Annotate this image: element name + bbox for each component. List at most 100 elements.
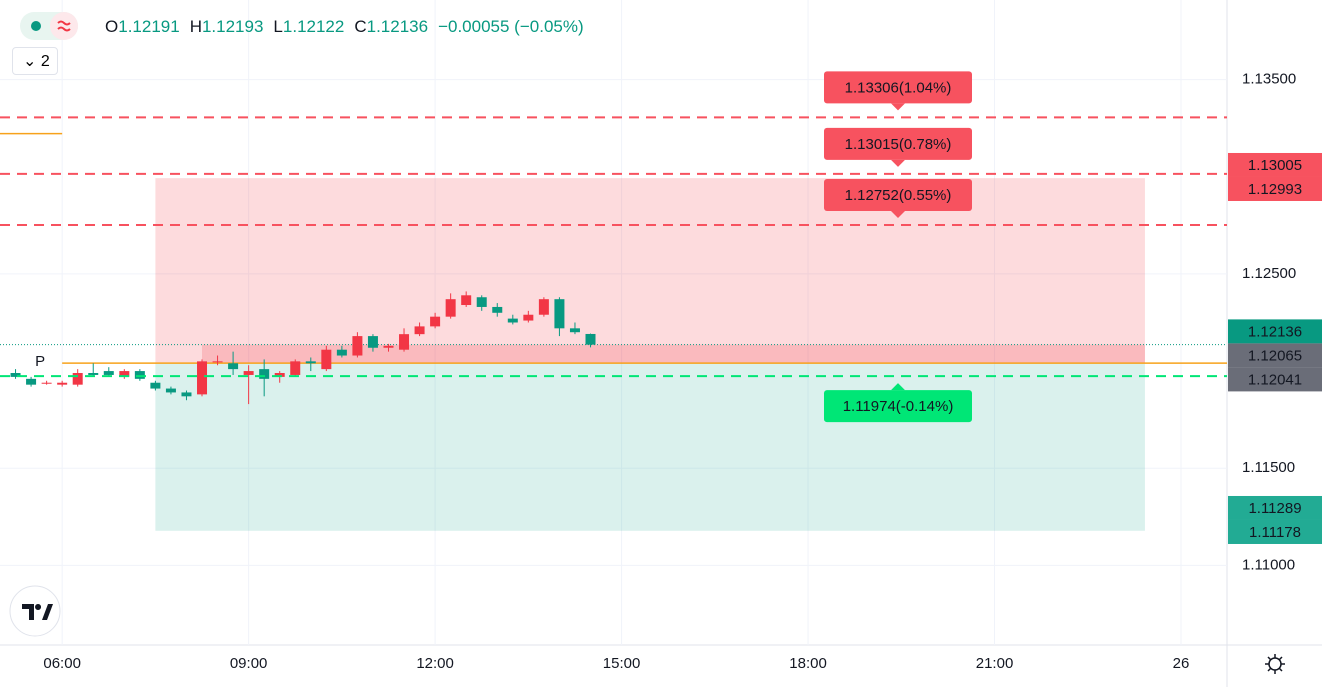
indicator-toggle[interactable]: ⌄ 2	[12, 47, 58, 75]
candle-body	[57, 382, 68, 385]
x-tick-label: 12:00	[416, 655, 454, 672]
x-tick-label: 15:00	[603, 655, 641, 672]
candle-body	[383, 345, 394, 348]
logo-bg	[9, 585, 61, 637]
order-label: 1.13015(0.78%)	[845, 136, 952, 153]
change: −0.00055 (−0.05%)	[438, 17, 584, 36]
candle-body	[181, 392, 192, 397]
x-tick-label: 09:00	[230, 655, 268, 672]
order-arrow	[891, 103, 905, 111]
candle-body	[352, 336, 363, 356]
candle-body	[321, 349, 332, 370]
candle-body	[336, 349, 347, 356]
order-box	[824, 127, 972, 160]
x-tick-label: 06:00	[43, 655, 81, 672]
visible-icon[interactable]	[31, 21, 41, 31]
candle-body	[492, 306, 503, 313]
candle-body	[507, 318, 518, 323]
order-label: 1.13306(1.04%)	[845, 79, 952, 96]
candle-body	[150, 382, 161, 389]
candle-body	[305, 361, 316, 364]
candle-body	[569, 328, 580, 333]
price-label-bg	[1228, 343, 1322, 368]
ohlc-label: C	[354, 17, 367, 36]
x-tick-label: 21:00	[976, 655, 1014, 672]
candle-body	[461, 295, 472, 306]
order-arrow	[891, 159, 905, 167]
open-pnl-zone	[202, 344, 1145, 364]
candle-body	[445, 299, 456, 317]
candle-body	[538, 299, 549, 315]
price-label-bg	[1228, 176, 1322, 201]
ohlc-label: O	[105, 17, 119, 36]
toggle-bg	[50, 12, 78, 40]
order-label: 1.12752(0.55%)	[845, 187, 952, 204]
ohlc-header: O1.12191 H1.12193 L1.12122 C1.12136 −0.00055…	[105, 17, 594, 37]
order-arrow	[891, 210, 905, 218]
order-label: 1.11974(-0.14%)	[843, 398, 954, 415]
x-tick-label: 26	[1173, 655, 1190, 672]
candle-body	[259, 369, 270, 379]
ohlc-value: 1.12193	[201, 17, 264, 36]
candle-body	[399, 334, 410, 350]
loss-zone	[155, 363, 1145, 531]
price-label: 1.11178	[1249, 524, 1301, 541]
logo[interactable]	[8, 584, 62, 638]
x-tick-label: 18:00	[789, 655, 827, 672]
candle-body	[10, 373, 21, 377]
y-tick-label: 1.11000	[1242, 556, 1295, 573]
candle-body	[228, 363, 239, 370]
ohlc-value: 1.12136	[366, 17, 429, 36]
candle-body	[212, 361, 223, 363]
candle-body	[41, 382, 52, 384]
price-label: 1.13005	[1248, 157, 1302, 174]
candle-body	[103, 371, 114, 375]
price-label-bg	[1228, 319, 1322, 344]
logo-mark	[22, 604, 53, 620]
indicator-count: 2	[40, 53, 50, 70]
price-label: 1.12136	[1248, 323, 1302, 340]
legend-toggles[interactable]	[18, 9, 108, 49]
candle-body	[134, 371, 145, 379]
profit-zone	[155, 178, 1145, 364]
order-box	[824, 390, 972, 423]
candle-body	[523, 314, 534, 321]
price-label: 1.12065	[1248, 347, 1302, 364]
y-tick-label: 1.12500	[1242, 265, 1296, 282]
ohlc-value: 1.12191	[118, 17, 180, 36]
price-label-bg	[1228, 152, 1322, 177]
candle-body	[243, 371, 254, 375]
order-arrow	[891, 383, 905, 391]
candle-body	[119, 371, 130, 377]
order-box	[824, 178, 972, 211]
candle-body	[554, 299, 565, 329]
wave-icon[interactable]	[57, 20, 71, 32]
candle-body	[88, 373, 99, 375]
price-label: 1.12041	[1248, 371, 1302, 388]
ohlc-value: 1.12122	[282, 17, 345, 36]
candle-body	[430, 316, 441, 327]
candle-body	[290, 361, 301, 375]
y-tick-label: 1.11500	[1242, 459, 1295, 476]
settings[interactable]	[1260, 649, 1290, 679]
candle-body	[367, 336, 378, 348]
ohlc-label: H	[189, 17, 202, 36]
price-label: 1.12993	[1248, 181, 1302, 198]
price-label-bg	[1228, 495, 1322, 520]
price-label-bg	[1228, 519, 1322, 544]
candle-body	[476, 297, 487, 307]
ohlc-label: L	[273, 17, 283, 36]
candle-body	[274, 373, 285, 377]
order-box	[824, 71, 972, 104]
candle-body	[26, 378, 37, 385]
candle-body	[72, 373, 83, 385]
candle-body	[197, 361, 208, 395]
pivot-label: P	[35, 353, 45, 370]
price-label-bg	[1228, 367, 1322, 392]
price-label: 1.11289	[1248, 500, 1301, 517]
candle-body	[585, 333, 596, 345]
y-tick-label: 1.13500	[1242, 71, 1296, 88]
candle-body	[414, 326, 425, 335]
